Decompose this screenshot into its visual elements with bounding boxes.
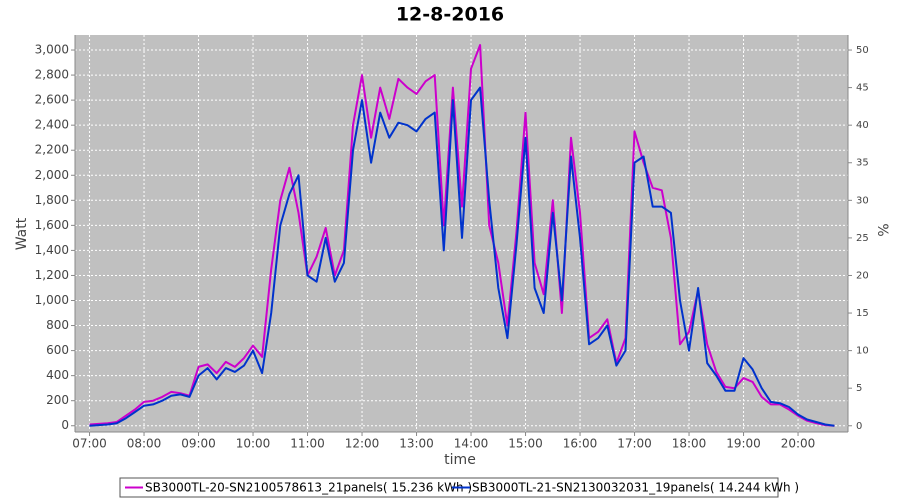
x-tick-label: 19:00 bbox=[726, 437, 761, 451]
y-tick-label: 2,400 bbox=[35, 118, 69, 132]
y2-axis-label: % bbox=[874, 223, 890, 236]
y2-tick-label: 15 bbox=[856, 308, 869, 319]
y-tick-label: 400 bbox=[46, 368, 69, 382]
y2-tick-label: 45 bbox=[856, 83, 869, 94]
y-axis-label: Watt bbox=[14, 217, 30, 250]
x-tick-label: 08:00 bbox=[127, 437, 162, 451]
x-tick-label: 09:00 bbox=[181, 437, 216, 451]
x-tick-label: 12:00 bbox=[345, 437, 380, 451]
chart-title: 12-8-2016 bbox=[396, 4, 504, 26]
y-tick-label: 2,800 bbox=[35, 68, 69, 82]
series-line bbox=[89, 86, 835, 427]
y-tick-label: 1,600 bbox=[35, 218, 69, 232]
legend-label: SB3000TL-21-SN2130032031_19panels( 14.24… bbox=[472, 481, 799, 495]
x-tick-label: 18:00 bbox=[672, 437, 707, 451]
y-tick-label: 2,200 bbox=[35, 143, 69, 157]
x-tick-label: 15:00 bbox=[508, 437, 543, 451]
x-tick-label: 14:00 bbox=[454, 437, 489, 451]
y2-tick-label: 40 bbox=[856, 120, 869, 131]
y-tick-label: 200 bbox=[46, 393, 69, 407]
x-tick-label: 16:00 bbox=[563, 437, 598, 451]
x-tick-label: 13:00 bbox=[399, 437, 434, 451]
y-tick-label: 1,400 bbox=[35, 243, 69, 257]
y2-tick-label: 50 bbox=[856, 45, 869, 56]
y2-tick-label: 10 bbox=[856, 346, 869, 357]
y-tick-label: 2,600 bbox=[35, 93, 69, 107]
legend bbox=[119, 477, 779, 498]
y-tick-label: 1,000 bbox=[35, 293, 69, 307]
x-tick-label: 07:00 bbox=[72, 437, 107, 451]
y-tick-label: 1,200 bbox=[35, 268, 69, 282]
x-tick-label: 20:00 bbox=[781, 437, 816, 451]
x-tick-label: 17:00 bbox=[617, 437, 652, 451]
x-tick-label: 11:00 bbox=[290, 437, 325, 451]
series-line bbox=[89, 44, 835, 427]
y2-tick-label: 35 bbox=[856, 158, 869, 169]
y-tick-label: 0 bbox=[61, 418, 69, 432]
y2-tick-label: 5 bbox=[856, 383, 862, 394]
legend-label: SB3000TL-20-SN2100578613_21panels( 15.23… bbox=[145, 481, 472, 495]
y-tick-label: 600 bbox=[46, 343, 69, 357]
y-tick-label: 3,000 bbox=[35, 43, 69, 57]
x-axis-label: time bbox=[444, 452, 476, 468]
y2-tick-label: 20 bbox=[856, 270, 869, 281]
y-tick-label: 800 bbox=[46, 318, 69, 332]
y2-tick-label: 25 bbox=[856, 233, 869, 244]
y2-tick-label: 30 bbox=[856, 195, 869, 206]
y2-tick-label: 0 bbox=[856, 421, 862, 432]
y-tick-label: 2,000 bbox=[35, 168, 69, 182]
x-tick-label: 10:00 bbox=[236, 437, 271, 451]
y-tick-label: 1,800 bbox=[35, 193, 69, 207]
